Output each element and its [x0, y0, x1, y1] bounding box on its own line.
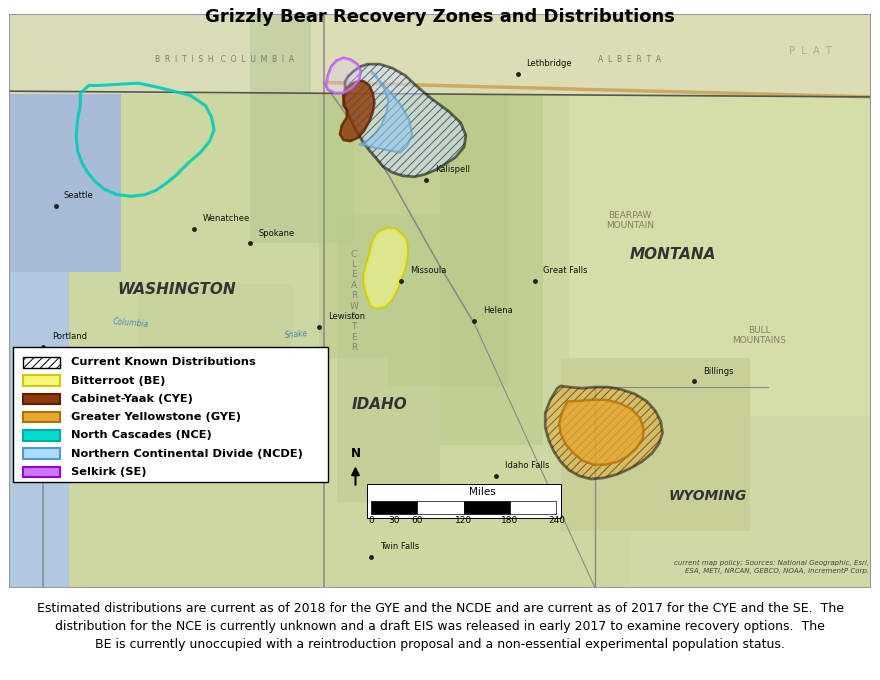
Text: 180: 180: [502, 516, 518, 526]
Polygon shape: [340, 81, 375, 141]
Bar: [464, 501, 510, 513]
Bar: [319, 14, 388, 358]
Bar: [24, 375, 60, 386]
Text: Cabinet-Yaak (CYE): Cabinet-Yaak (CYE): [71, 394, 193, 404]
Bar: [9, 14, 121, 272]
Text: BEARPAW
MOUNTAIN: BEARPAW MOUNTAIN: [605, 211, 654, 230]
Bar: [561, 358, 751, 530]
Text: 240: 240: [548, 516, 565, 526]
Text: Seattle: Seattle: [63, 191, 93, 201]
Text: Lethbridge: Lethbridge: [526, 59, 572, 68]
Text: 30: 30: [388, 516, 400, 526]
Text: WYOMING: WYOMING: [668, 490, 746, 503]
Text: N: N: [350, 447, 361, 460]
Text: Lewiston: Lewiston: [328, 312, 365, 321]
Bar: [24, 412, 60, 422]
Bar: [367, 483, 561, 518]
Text: WASHINGTON: WASHINGTON: [118, 282, 237, 297]
Text: Wenatchee: Wenatchee: [203, 214, 250, 223]
Bar: [569, 94, 871, 416]
Text: 0: 0: [368, 516, 374, 526]
Text: Twin Falls: Twin Falls: [379, 542, 419, 551]
Text: Kalispell: Kalispell: [435, 165, 470, 175]
Text: C
L
E
A
R
W
A
T
E
R: C L E A R W A T E R: [349, 250, 358, 352]
Text: IDAHO: IDAHO: [352, 397, 407, 412]
Polygon shape: [326, 58, 361, 93]
Text: Greater Yellowstone (GYE): Greater Yellowstone (GYE): [71, 412, 241, 422]
Text: Helena: Helena: [483, 306, 513, 316]
Text: Billings: Billings: [703, 367, 734, 375]
Polygon shape: [343, 64, 466, 177]
Text: Estimated distributions are current as of 2018 for the GYE and the NCDE and are : Estimated distributions are current as o…: [36, 602, 844, 651]
Bar: [250, 14, 354, 243]
Bar: [9, 14, 70, 588]
Text: BULL
MOUNTAINS: BULL MOUNTAINS: [732, 326, 786, 345]
Bar: [417, 501, 464, 513]
Text: Boise: Boise: [293, 464, 317, 473]
Text: B  R  I  T  I  S  H   C  O  L  U  M  B  I  A: B R I T I S H C O L U M B I A: [155, 56, 294, 65]
Bar: [9, 14, 871, 94]
Bar: [440, 71, 544, 445]
Bar: [371, 501, 417, 513]
Bar: [388, 71, 509, 387]
Text: Selkirk (SE): Selkirk (SE): [71, 467, 146, 477]
Polygon shape: [546, 386, 663, 479]
Text: 60: 60: [412, 516, 423, 526]
Text: Pocatello: Pocatello: [466, 496, 504, 505]
Text: MONTANA: MONTANA: [630, 248, 716, 262]
Text: Great Falls: Great Falls: [544, 266, 588, 275]
Bar: [510, 501, 556, 513]
Bar: [336, 215, 440, 502]
Polygon shape: [364, 228, 407, 308]
Bar: [24, 466, 60, 477]
Text: Miles: Miles: [469, 488, 495, 497]
Text: Snake: Snake: [285, 329, 309, 340]
Text: current map policy; Sources: National Geographic, Esri,
ESA, METI, NRCAN, GEBCO,: current map policy; Sources: National Ge…: [674, 560, 869, 574]
Bar: [24, 357, 60, 368]
Bar: [311, 14, 871, 94]
Text: Bitterroot (BE): Bitterroot (BE): [71, 375, 165, 386]
Bar: [138, 284, 293, 445]
Polygon shape: [359, 71, 413, 152]
Text: Spokane: Spokane: [259, 228, 295, 238]
Bar: [13, 347, 328, 482]
Polygon shape: [559, 400, 643, 464]
Bar: [630, 416, 871, 588]
Text: BLUE
MOUNTAINS: BLUE MOUNTAINS: [125, 380, 187, 428]
Text: Missoula: Missoula: [410, 266, 446, 275]
Text: Northern Continental Divide (NCDE): Northern Continental Divide (NCDE): [71, 449, 303, 458]
Text: 120: 120: [455, 516, 473, 526]
Text: North Cascades (NCE): North Cascades (NCE): [71, 430, 212, 441]
Text: Current Known Distributions: Current Known Distributions: [71, 358, 256, 367]
Bar: [24, 394, 60, 404]
Text: Idaho Falls: Idaho Falls: [505, 462, 549, 471]
Text: P  L  A  T: P L A T: [789, 46, 832, 56]
Text: Portland: Portland: [52, 332, 87, 341]
Text: Grizzly Bear Recovery Zones and Distributions: Grizzly Bear Recovery Zones and Distribu…: [205, 8, 675, 26]
Text: Columbia: Columbia: [113, 317, 149, 328]
Bar: [24, 448, 60, 459]
Text: A  L  B  E  R  T  A: A L B E R T A: [598, 56, 661, 65]
Bar: [24, 430, 60, 441]
